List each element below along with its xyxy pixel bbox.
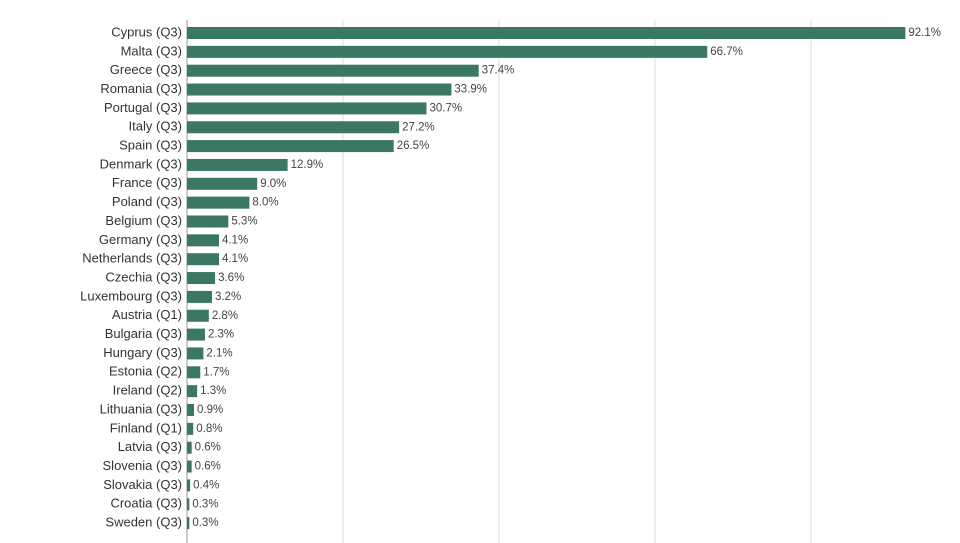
bar <box>187 460 192 473</box>
bar <box>187 27 906 39</box>
value-label: 0.3% <box>192 498 218 510</box>
value-label: 26.5% <box>397 140 430 152</box>
value-label: 92.1% <box>908 27 941 39</box>
bar <box>187 347 204 360</box>
value-label: 2.8% <box>212 310 238 322</box>
value-label: 4.1% <box>222 253 248 265</box>
bar <box>187 290 212 303</box>
bar <box>187 234 219 247</box>
value-label: 12.9% <box>291 159 324 171</box>
value-label: 2.1% <box>206 347 232 359</box>
bar <box>187 64 479 77</box>
value-label: 5.3% <box>231 216 257 228</box>
bar <box>187 328 205 341</box>
value-label: 1.3% <box>200 385 226 397</box>
value-label: 30.7% <box>429 102 462 114</box>
value-label: 33.9% <box>454 84 487 96</box>
category-label: Portugal (Q3) <box>104 100 182 115</box>
value-label: 0.8% <box>196 423 222 435</box>
category-label: Czechia (Q3) <box>105 269 182 284</box>
bar <box>187 215 229 228</box>
value-label: 0.9% <box>197 404 223 416</box>
value-label: 0.4% <box>193 479 219 491</box>
category-label: Bulgaria (Q3) <box>105 326 182 341</box>
category-label: Belgium (Q3) <box>105 213 182 228</box>
value-label: 66.7% <box>710 46 743 58</box>
category-label: Finland (Q1) <box>110 420 182 435</box>
category-label: Denmark (Q3) <box>100 156 182 171</box>
value-label: 27.2% <box>402 121 435 133</box>
category-label: Romania (Q3) <box>100 81 182 96</box>
value-label: 3.6% <box>218 272 244 284</box>
bar <box>187 309 209 322</box>
bar <box>187 121 400 134</box>
category-label: Ireland (Q2) <box>113 383 182 398</box>
category-label: Hungary (Q3) <box>103 345 182 360</box>
value-label: 0.6% <box>195 442 221 454</box>
category-label: Germany (Q3) <box>99 232 182 247</box>
category-label: Greece (Q3) <box>110 62 182 77</box>
category-label: Lithuania (Q3) <box>100 401 182 416</box>
category-label: Slovenia (Q3) <box>103 458 182 473</box>
bar <box>187 385 198 398</box>
bar <box>187 498 190 511</box>
category-label: Sweden (Q3) <box>105 515 182 530</box>
bar <box>187 177 258 190</box>
value-label: 0.6% <box>195 461 221 473</box>
bar <box>187 441 192 454</box>
value-label: 4.1% <box>222 234 248 246</box>
category-label: Estonia (Q2) <box>109 364 182 379</box>
bar <box>187 422 194 435</box>
bar <box>187 158 288 171</box>
bar <box>187 272 216 285</box>
bar <box>187 140 394 153</box>
value-label: 9.0% <box>260 178 286 190</box>
category-label: Cyprus (Q3) <box>111 24 182 39</box>
category-label: Italy (Q3) <box>129 119 182 134</box>
value-label: 0.3% <box>192 517 218 529</box>
bar <box>187 404 195 416</box>
bar <box>187 517 190 530</box>
category-label: Spain (Q3) <box>119 138 182 153</box>
category-label: Croatia (Q3) <box>110 496 182 511</box>
value-label: 3.2% <box>215 291 241 303</box>
bar <box>187 479 191 492</box>
bar <box>187 45 708 58</box>
bar <box>187 102 427 115</box>
bar <box>187 83 452 96</box>
value-label: 8.0% <box>252 197 278 209</box>
category-label: Poland (Q3) <box>112 194 182 209</box>
value-label: 1.7% <box>203 366 229 378</box>
category-label: Latvia (Q3) <box>118 439 182 454</box>
category-label: Luxembourg (Q3) <box>80 288 182 303</box>
bar <box>187 196 250 209</box>
category-label: Austria (Q1) <box>112 307 182 322</box>
category-label: Slovakia (Q3) <box>103 477 182 492</box>
bar <box>187 366 201 379</box>
value-label: 37.4% <box>482 65 515 77</box>
value-label: 2.3% <box>208 329 234 341</box>
bar <box>187 253 219 266</box>
category-label: Netherlands (Q3) <box>82 251 182 266</box>
category-label: Malta (Q3) <box>121 43 182 58</box>
category-label: France (Q3) <box>112 175 182 190</box>
